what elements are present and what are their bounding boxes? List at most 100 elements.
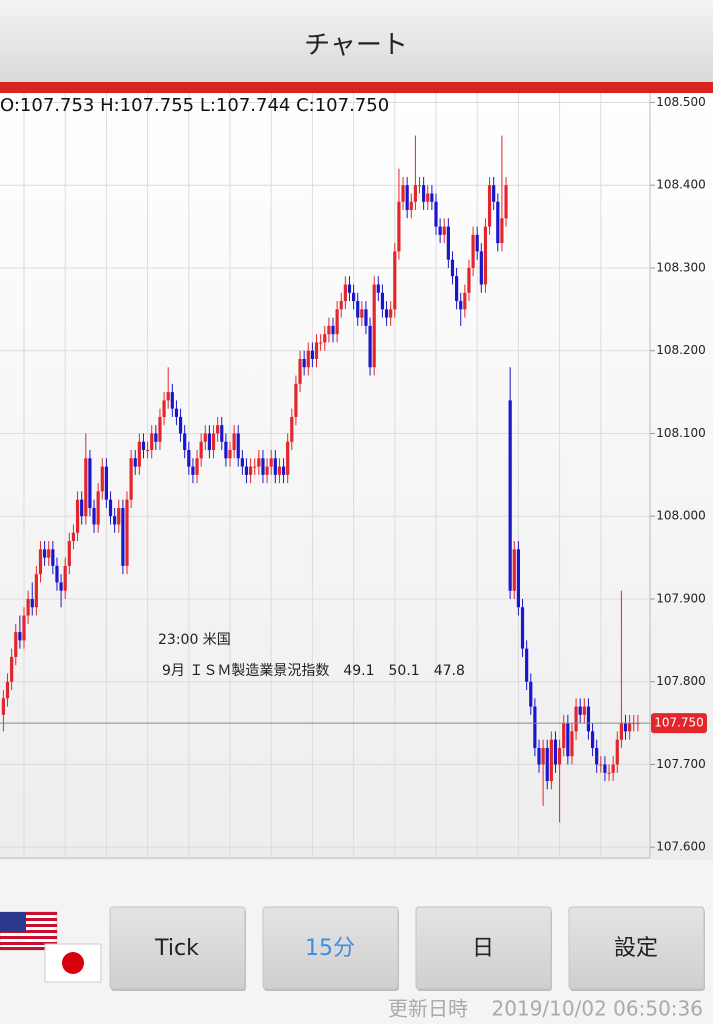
candle-body [314, 342, 319, 359]
y-tick-label: 108.100 [656, 426, 706, 440]
candle-body [14, 632, 18, 657]
candle-body [244, 466, 249, 475]
button[interactable] [568, 906, 705, 990]
candle-body [512, 549, 516, 591]
event-annotation: 9月 ＩＳＭ製造業景況指数 49.1 50.1 47.8 [162, 663, 465, 679]
candle-body [475, 234, 479, 252]
candle-body [71, 532, 76, 542]
candle-body [43, 549, 47, 558]
candle-body [253, 466, 257, 468]
candle-body [586, 706, 591, 732]
candle-body [224, 441, 228, 459]
candle-body [599, 764, 603, 766]
candle-body [166, 392, 170, 401]
header-title: チャート [304, 31, 408, 61]
candle-body [623, 723, 628, 732]
candle-body [249, 466, 253, 475]
button[interactable] [262, 906, 399, 990]
candle-body [533, 706, 537, 748]
candle-body [191, 466, 195, 475]
candle-body [380, 292, 385, 310]
candle-body [302, 358, 306, 368]
candle-body [413, 185, 417, 202]
candle-body [595, 747, 599, 765]
candle-body [422, 185, 426, 202]
candle-body [265, 466, 269, 475]
candle-body [18, 632, 22, 641]
candle-body [401, 185, 405, 202]
candle-body [504, 185, 508, 219]
candle-body [158, 416, 162, 442]
candle-body [566, 723, 570, 757]
candle-body [364, 309, 368, 326]
candle-body [277, 466, 282, 475]
candle-body [286, 441, 290, 475]
candle-body [34, 574, 38, 608]
chart-area [0, 93, 713, 860]
candle-body [619, 723, 623, 740]
candle-body [162, 400, 166, 417]
event-annotation: 23:00 米国 [158, 632, 231, 648]
candle-body [100, 466, 104, 492]
candle-body [323, 334, 327, 343]
button[interactable] [415, 906, 552, 990]
candle-body [141, 441, 146, 451]
candle-body [483, 226, 488, 285]
y-tick-label: 107.600 [656, 840, 706, 854]
button[interactable] [109, 906, 246, 990]
last-price-box [651, 713, 707, 734]
candle-body [38, 549, 43, 575]
candle-body [574, 706, 578, 732]
candle-body [220, 425, 224, 442]
candle-body [487, 185, 492, 227]
candle-body [508, 400, 512, 591]
candle-body [273, 458, 277, 475]
button-label[interactable]: 15分 [305, 936, 355, 961]
candle-body [207, 433, 211, 451]
y-tick-label: 108.500 [656, 95, 706, 109]
candle-body [67, 541, 71, 566]
candle-body [63, 565, 67, 591]
y-tick-label: 107.800 [656, 674, 706, 688]
candle-body [47, 549, 51, 558]
y-tick-label: 108.200 [656, 343, 706, 357]
candle-body [417, 185, 422, 187]
candle-body [331, 325, 335, 335]
y-tick-label: 108.000 [656, 509, 706, 523]
candle-body [113, 516, 117, 525]
candle-body [1, 698, 5, 715]
update-timestamp: 2019/10/02 06:50:36 [492, 997, 703, 1021]
candle-body [211, 433, 216, 451]
candle-body [500, 218, 504, 244]
candle-body [195, 458, 199, 475]
candle-body [187, 450, 191, 467]
candle-body [183, 433, 187, 451]
y-tick-label: 107.900 [656, 591, 706, 605]
y-tick-label: 107.700 [656, 757, 706, 771]
candle-body [578, 706, 582, 715]
candle-body [178, 416, 183, 434]
candle-body [104, 466, 108, 500]
candle-body [51, 549, 55, 566]
candle-body [541, 747, 545, 765]
candle-body [430, 193, 434, 202]
candle-body [30, 598, 34, 608]
candle-body [356, 301, 360, 318]
candle-body [125, 499, 129, 566]
candle-body [298, 358, 302, 384]
button-label[interactable]: Tick [154, 936, 199, 961]
candle-body [409, 201, 413, 211]
button-label[interactable]: 設定 [614, 936, 658, 961]
candle-body [520, 607, 525, 649]
candle-body [327, 325, 331, 335]
candle-body [199, 441, 203, 459]
candle-body [496, 201, 500, 244]
button-label[interactable]: 日 [472, 936, 494, 961]
candle-body [343, 284, 347, 302]
candle-body [558, 747, 562, 765]
candle-body [607, 772, 611, 774]
candle-body [55, 565, 59, 583]
candle-body [529, 681, 533, 707]
candle-body [339, 301, 343, 310]
